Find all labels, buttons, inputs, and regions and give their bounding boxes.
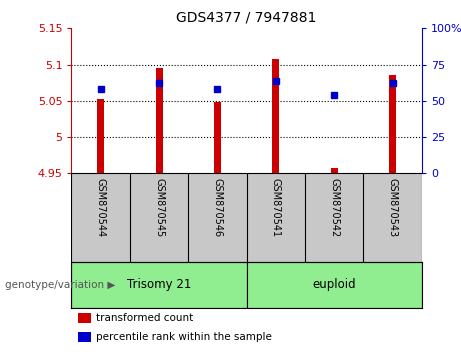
Text: percentile rank within the sample: percentile rank within the sample bbox=[96, 332, 272, 342]
Text: GSM870546: GSM870546 bbox=[213, 178, 223, 237]
Bar bbox=[214, 102, 221, 173]
Text: Trisomy 21: Trisomy 21 bbox=[127, 279, 191, 291]
Title: GDS4377 / 7947881: GDS4377 / 7947881 bbox=[177, 10, 317, 24]
Text: GSM870545: GSM870545 bbox=[154, 178, 164, 237]
Bar bbox=[331, 169, 338, 173]
Bar bbox=[78, 313, 91, 323]
Bar bbox=[247, 262, 422, 308]
Text: GSM870543: GSM870543 bbox=[388, 178, 398, 237]
Text: genotype/variation ▶: genotype/variation ▶ bbox=[5, 280, 115, 290]
Text: euploid: euploid bbox=[313, 279, 356, 291]
Bar bbox=[97, 99, 104, 173]
Bar bbox=[155, 68, 163, 173]
Bar bbox=[78, 332, 91, 342]
Bar bbox=[71, 262, 247, 308]
Text: GSM870542: GSM870542 bbox=[329, 178, 339, 237]
Text: GSM870544: GSM870544 bbox=[95, 178, 106, 237]
Text: GSM870541: GSM870541 bbox=[271, 178, 281, 237]
Bar bbox=[272, 59, 279, 173]
Bar bbox=[389, 75, 396, 173]
Text: transformed count: transformed count bbox=[96, 313, 193, 322]
